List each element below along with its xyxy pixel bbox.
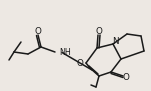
Text: O: O xyxy=(77,60,84,69)
Text: NH: NH xyxy=(59,48,71,57)
Text: N: N xyxy=(112,36,118,46)
Text: O: O xyxy=(123,73,129,82)
Text: O: O xyxy=(95,27,102,36)
Text: O: O xyxy=(34,27,41,36)
